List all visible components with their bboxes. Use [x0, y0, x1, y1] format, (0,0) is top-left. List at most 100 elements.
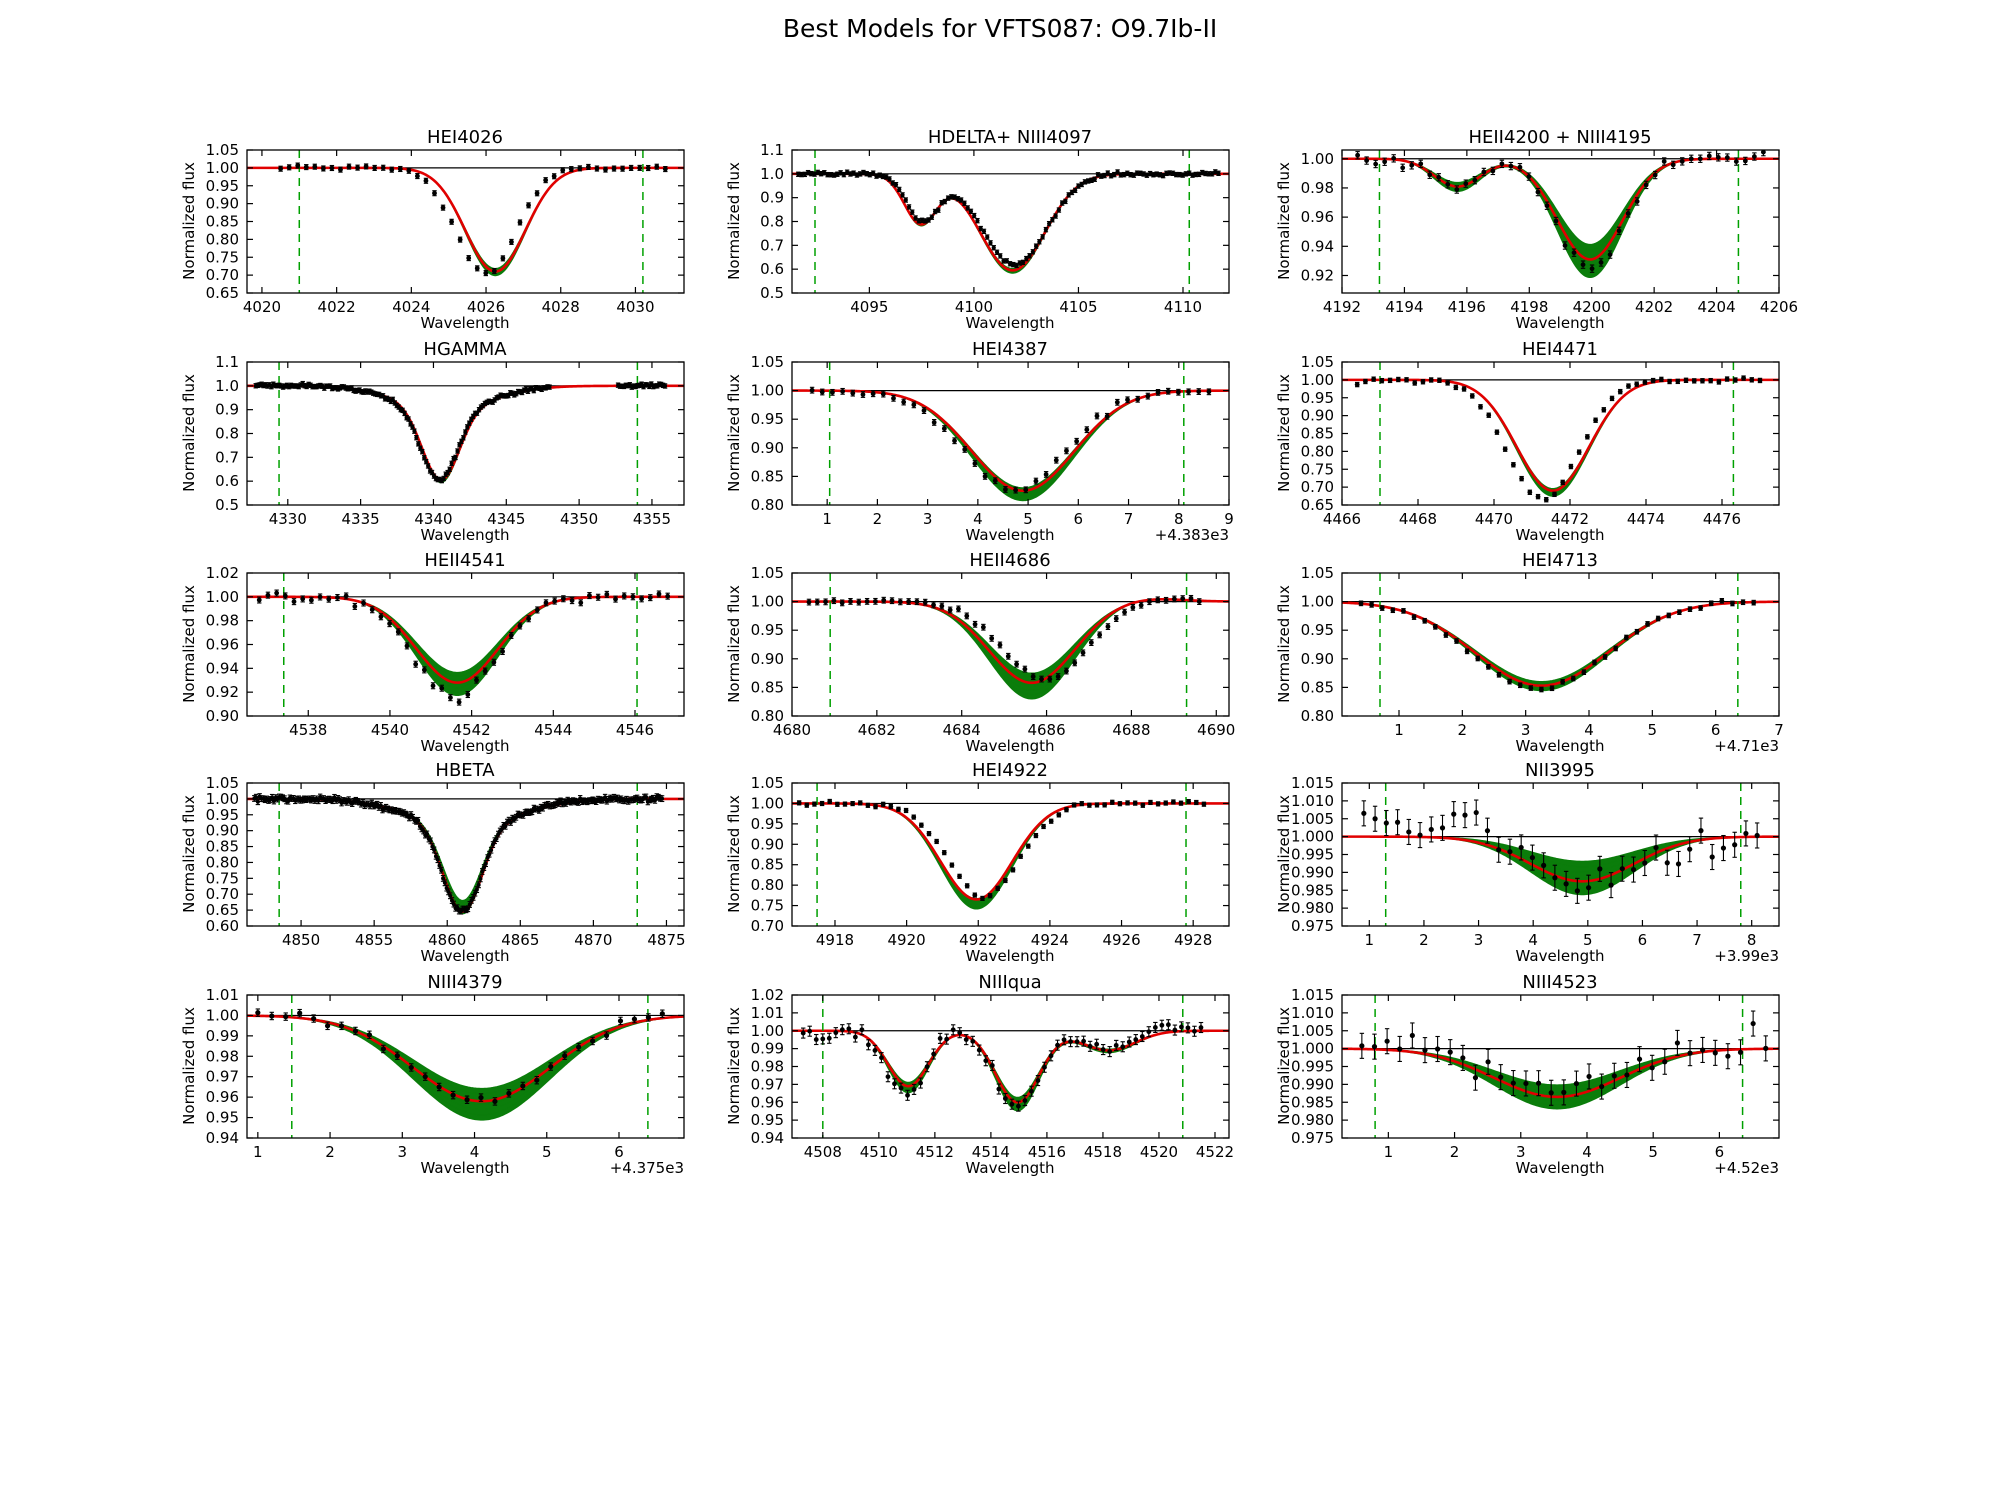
model-curve: [792, 1030, 1229, 1103]
x-tick-label: 4: [1528, 931, 1538, 949]
model-curve: [792, 390, 1229, 489]
y-tick-label: 1.005: [1291, 810, 1334, 828]
subplot-hgamma: HGAMMA Normalized flux Wavelength 4330 43…: [180, 339, 685, 544]
model-ensemble-band: [1342, 158, 1779, 278]
x-tick-label: 4686: [1027, 721, 1065, 739]
y-axis-label: Normalized flux: [1275, 795, 1293, 913]
best-fit-curve: [1342, 600, 1779, 687]
observed-data-points: [278, 162, 668, 277]
y-tick-label: 0.95: [206, 1109, 239, 1127]
x-tick-label: 4470: [1475, 510, 1513, 528]
model-ensemble-band: [247, 1015, 684, 1121]
x-tick-label: 4204: [1697, 298, 1735, 316]
y-tick-label: 0.85: [1301, 678, 1334, 696]
subplot-title: HEII4541: [424, 550, 505, 571]
model-curve: [247, 167, 684, 275]
y-tick-label: 1.00: [1301, 150, 1334, 168]
x-tick-label: 4512: [916, 1143, 954, 1161]
y-tick-label: 1.015: [1291, 774, 1334, 792]
x-tick-label: 5: [542, 1143, 552, 1161]
observed-data-points: [253, 380, 668, 484]
axis-ticks: 4918 4920 4922 4924 4926 4928 0.70 0.75 0.80 0.85…: [751, 774, 1229, 949]
subplot-title: NIIIqua: [978, 972, 1041, 993]
y-tick-label: 0.70: [751, 917, 784, 935]
model-curve: [247, 167, 684, 271]
y-axis-label: Normalized flux: [180, 162, 198, 280]
model-curve: [792, 173, 1229, 270]
best-fit-curve: [792, 802, 1229, 901]
x-tick-label: 4520: [1140, 1143, 1178, 1161]
model-curve: [792, 599, 1229, 674]
subplot-title: HEI4922: [972, 760, 1048, 781]
x-tick-label: 4476: [1703, 510, 1741, 528]
model-curve: [1342, 379, 1779, 491]
observed-data-points: [1359, 1010, 1769, 1106]
model-curve: [792, 802, 1229, 905]
model-curve: [792, 390, 1229, 493]
x-tick-label: 4028: [542, 298, 580, 316]
plot-canvas: 1 2 3 4 5 6 0.94 0.95 0.96 0.97 0.98 0.99 1.00 1.01: [206, 986, 685, 1161]
x-tick-label: 4030: [616, 298, 654, 316]
model-ensemble-band: [1342, 836, 1779, 895]
y-tick-label: 0.90: [1301, 650, 1334, 668]
model-curve: [247, 798, 684, 904]
axis-ticks: 4020 4022 4024 4026 4028 4030 0.650.700.750.80…: [206, 141, 684, 316]
x-tick-label: 7: [1692, 931, 1702, 949]
axis-ticks: 4192 4194 4196 4198 4200 4202 4204 4206 0.92 0.94…: [1301, 150, 1799, 316]
subplot-title: NIII4523: [1522, 972, 1597, 993]
y-axis-label: Normalized flux: [180, 374, 198, 492]
x-offset-label: +4.383e3: [1155, 526, 1229, 544]
axes-frame: [1341, 361, 1780, 506]
x-tick-label: 4466: [1323, 510, 1361, 528]
model-ensemble-band: [247, 167, 684, 276]
y-axis-label: Normalized flux: [725, 374, 743, 492]
axis-ticks: 4680 4682 4684 4686 4688 4690 0.80 0.85 0.90 0.95…: [751, 564, 1236, 739]
x-tick-label: 4355: [633, 510, 671, 528]
y-tick-label: 1.05: [751, 564, 784, 582]
x-tick-label: 4926: [1102, 931, 1140, 949]
best-fit-curve: [247, 595, 684, 684]
model-curve: [247, 167, 684, 273]
x-tick-label: 4340: [414, 510, 452, 528]
observed-data-points: [800, 1019, 1204, 1112]
best-fit-curve: [1342, 378, 1779, 492]
axis-ticks: 1 2 3 4 5 6 7 80.9750.9800.9850.9900.9951.0001.…: [1291, 774, 1779, 949]
x-tick-label: 4: [973, 510, 983, 528]
observed-data-points: [1354, 375, 1763, 503]
axes-frame: [1341, 994, 1780, 1139]
x-axis-label: Wavelength: [421, 737, 510, 755]
x-tick-label: 4688: [1112, 721, 1150, 739]
x-tick-label: 4928: [1174, 931, 1212, 949]
x-axis-label: Wavelength: [1516, 314, 1605, 332]
subplot-hei4387: HEI4387 Normalized flux Wavelength +4.38…: [725, 339, 1234, 544]
x-tick-label: 3: [1474, 931, 1484, 949]
x-offset-label: +4.375e3: [610, 1159, 684, 1177]
y-tick-label: 0.990: [1291, 1075, 1334, 1093]
model-curve: [1342, 158, 1779, 267]
model-curve: [792, 390, 1229, 491]
y-axis-label: Normalized flux: [1275, 374, 1293, 492]
model-curve: [1342, 601, 1779, 687]
y-axis-label: Normalized flux: [180, 585, 198, 703]
axis-ticks: 4330 4335 4340 4345 4350 4355 0.5 0.6 0.7 0.8 0.9 1…: [215, 353, 684, 528]
x-tick-label: 4516: [1028, 1143, 1066, 1161]
subplot-hdelta-niii4097: HDELTA+ NIII4097 Normalized flux Wavelen…: [725, 127, 1230, 332]
best-fit-curve: [247, 797, 684, 913]
y-axis-label: Normalized flux: [1275, 162, 1293, 280]
x-tick-label: 4196: [1448, 298, 1486, 316]
y-tick-label: 0.980: [1291, 1111, 1334, 1129]
x-tick-label: 4542: [453, 721, 491, 739]
x-tick-label: 4922: [959, 931, 997, 949]
best-fit-curve: [792, 1029, 1229, 1104]
axis-ticks: 4538 4540 4542 4544 4546 0.90 0.92 0.94 0.96 0.98…: [206, 564, 684, 739]
model-curves: [247, 1014, 684, 1121]
y-tick-label: 0.80: [751, 496, 784, 514]
y-tick-label: 1.010: [1291, 1004, 1334, 1022]
model-curve: [792, 173, 1229, 272]
model-curve: [247, 798, 684, 910]
x-tick-label: 8: [1174, 510, 1184, 528]
subplot-niii4379: NIII4379 Normalized flux Wavelength +4.3…: [180, 972, 685, 1177]
x-tick-label: 4918: [816, 931, 854, 949]
y-tick-label: 1.015: [1291, 986, 1334, 1004]
